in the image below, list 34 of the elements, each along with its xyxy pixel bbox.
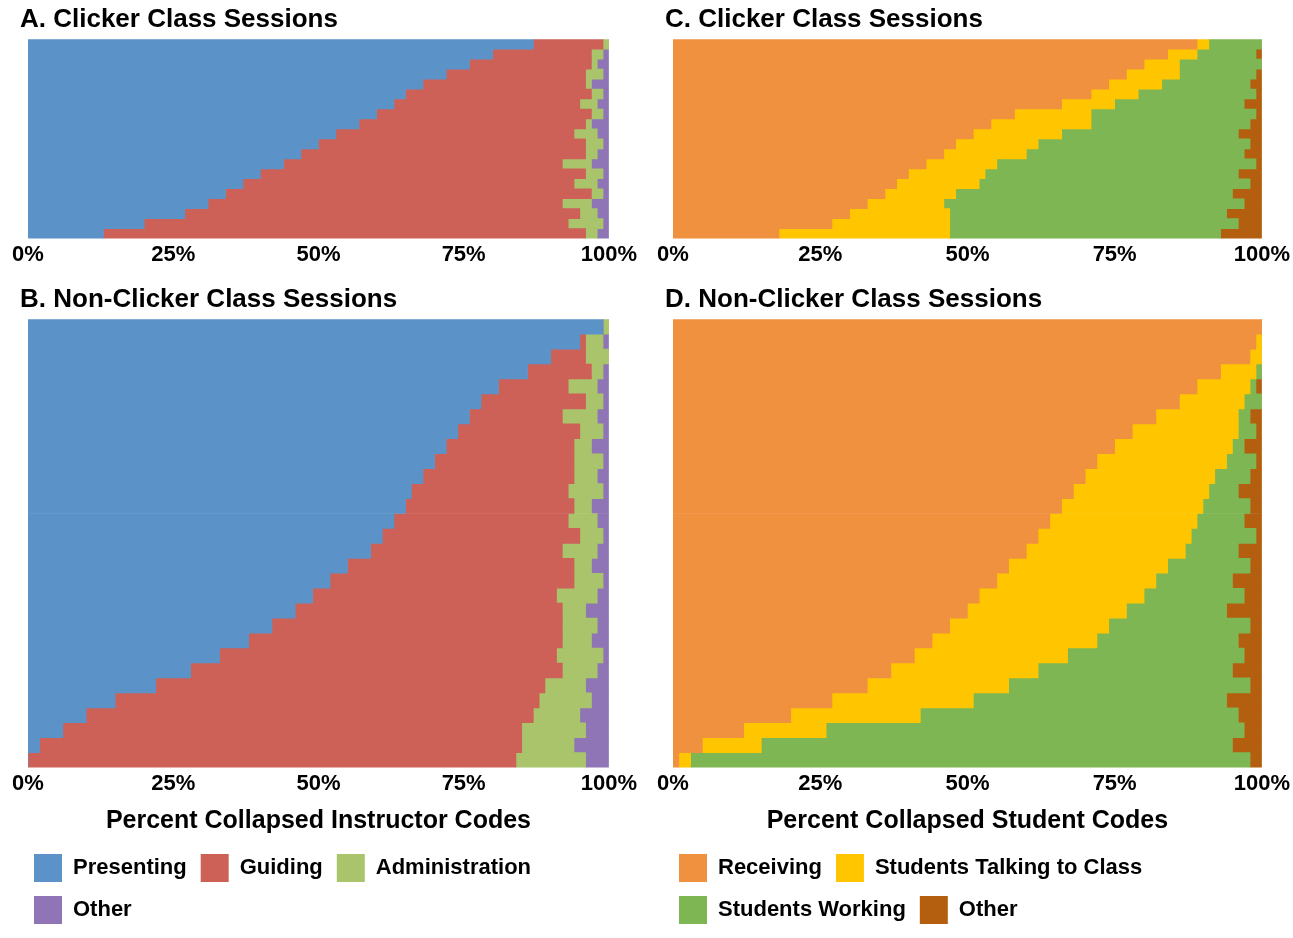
x-tick-label: 25% [798, 769, 843, 795]
legend-label: Students Working [718, 896, 906, 922]
chart-title: C. Clicker Class Sessions [665, 2, 983, 33]
chart-title: A. Clicker Class Sessions [20, 2, 338, 33]
x-tick-label: 50% [945, 769, 990, 795]
x-tick-label: 25% [151, 240, 196, 266]
x-tick-label: 100% [1233, 240, 1291, 266]
x-tick-label: 25% [151, 769, 196, 795]
x-tick-label: 0% [657, 769, 689, 795]
legend-label: Other [73, 896, 133, 922]
legend-label: Presenting [73, 854, 187, 880]
chart-title: B. Non-Clicker Class Sessions [20, 282, 398, 313]
x-tick-label: 50% [296, 240, 341, 266]
legend-label: Administration [375, 854, 532, 880]
legend-label: Guiding [239, 854, 323, 880]
x-tick-label: 75% [1092, 769, 1137, 795]
x-tick-label: 0% [12, 769, 44, 795]
x-tick-label: 50% [945, 240, 990, 266]
x-tick-label: 100% [580, 240, 638, 266]
x-tick-label: 25% [798, 240, 843, 266]
legend-label: Students Talking to Class [874, 854, 1143, 880]
x-tick-label: 0% [12, 240, 44, 266]
legend-label: Receiving [718, 854, 822, 880]
x-tick-label: 100% [1233, 769, 1291, 795]
x-axis-title: Percent Collapsed Student Codes [766, 804, 1169, 833]
x-axis-title: Percent Collapsed Instructor Codes [105, 804, 531, 833]
x-tick-label: 0% [657, 240, 689, 266]
x-tick-label: 50% [296, 769, 341, 795]
x-tick-label: 75% [1092, 240, 1137, 266]
x-tick-label: 75% [441, 769, 486, 795]
legend-label: Other [958, 896, 1018, 922]
x-tick-label: 100% [580, 769, 638, 795]
chart-title: D. Non-Clicker Class Sessions [665, 282, 1043, 313]
x-tick-label: 75% [441, 240, 486, 266]
